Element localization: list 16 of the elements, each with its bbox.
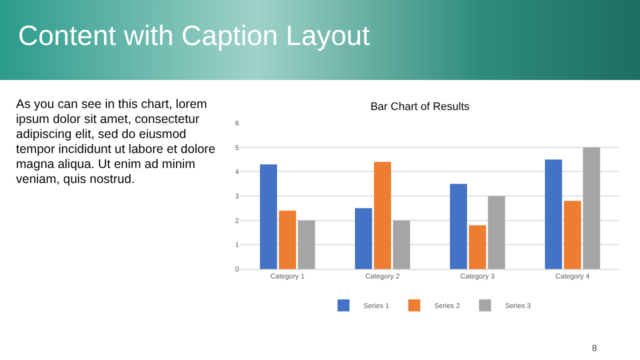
text: As you can see in this chart, lorem ipsum dolor sit amet, consectetur adipiscing elit, sed do eiusmod tempor incididunt ut labore et dolore magna aliqua. Ut enim ad minim veniam, quis nostrud. [16,97,216,187]
bar [298,220,316,269]
bar [260,164,278,269]
text: Content with Caption Layout [18,20,370,52]
bar [354,208,372,269]
bar [374,162,392,269]
bar [468,225,486,269]
bar [278,210,296,269]
bar [544,160,562,269]
bar [392,220,410,269]
text: 8 [592,343,598,353]
bar [450,184,468,269]
chart-title: Bar Chart of Results [370,100,470,113]
bar [564,200,582,269]
bar [488,196,506,269]
bar [582,147,600,269]
